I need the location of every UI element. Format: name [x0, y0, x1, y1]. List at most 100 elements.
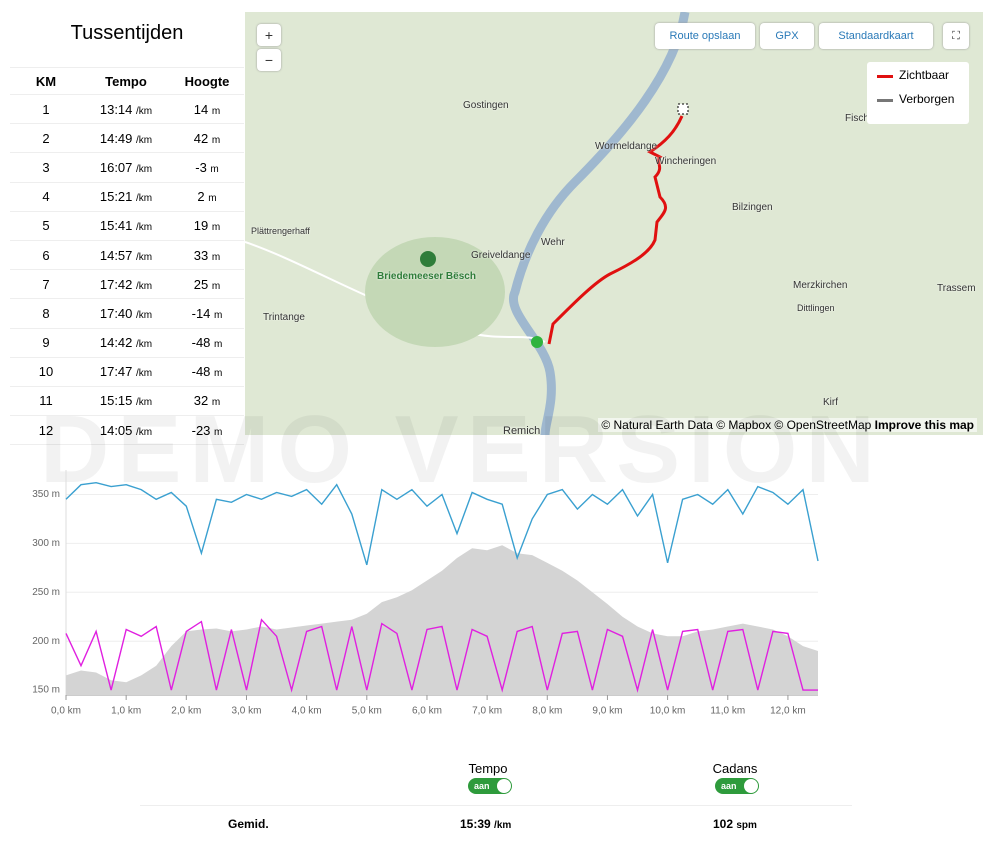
split-row: 6 14:57 /km 33 m — [10, 241, 244, 271]
height-cell: 33 m — [170, 248, 244, 263]
attribution-text: © Natural Earth Data © Mapbox © OpenStre… — [601, 418, 872, 432]
x-tick-label: 1,0 km — [111, 706, 141, 717]
tempo-cell: 17:40 /km — [82, 306, 170, 321]
split-row: 4 15:21 /km 2 m — [10, 183, 244, 212]
height-unit: m — [214, 309, 223, 321]
map-style-button[interactable]: Standaardkaart — [819, 23, 933, 49]
split-row: 8 17:40 /km -14 m — [10, 299, 244, 329]
map-graphics — [245, 12, 690, 435]
header-cell: KM — [35, 73, 57, 89]
height-cell: 19 m — [170, 218, 244, 233]
tempo-value: 14:42 — [99, 335, 133, 351]
x-tick-label: 10,0 km — [650, 706, 686, 717]
tempo-unit: /km — [136, 426, 153, 438]
height-unit: m — [208, 193, 217, 205]
tempo-value: 14:05 — [99, 422, 133, 438]
height-cell: -14 m — [170, 306, 244, 321]
avg-cadence: 102 spm — [713, 817, 757, 831]
y-tick-label: 300 m — [32, 538, 60, 549]
height-value: 33 — [193, 247, 209, 263]
tempo-unit: /km — [136, 105, 153, 117]
height-unit: m — [211, 397, 221, 409]
km-cell: 11 — [39, 393, 53, 409]
tempo-unit: /km — [136, 280, 153, 292]
tempo-cell: 17:47 /km — [82, 364, 170, 379]
split-row: 12 14:05 /km -23 m — [10, 416, 244, 446]
tempo-value: 17:47 — [99, 364, 133, 380]
tempo-cell: 15:41 /km — [82, 218, 170, 233]
legend-label: Verborgen — [899, 92, 955, 106]
tempo-value: 13:14 — [99, 101, 133, 117]
height-value: 14 — [193, 101, 209, 117]
tempo-value: 14:57 — [99, 247, 133, 263]
tempo-cell: 17:42 /km — [82, 277, 170, 292]
km-cell: 6 — [42, 247, 50, 263]
height-value: 19 — [193, 218, 209, 234]
place-label: Greiveldange — [471, 250, 531, 261]
place-label: Bilzingen — [732, 202, 773, 213]
x-tick-label: 5,0 km — [352, 706, 382, 717]
legend-swatch — [877, 75, 893, 78]
x-tick-label: 6,0 km — [412, 706, 442, 717]
tempo-toggle[interactable]: aan — [468, 778, 512, 794]
legend-swatch — [877, 99, 893, 102]
height-value: -14 — [191, 305, 211, 321]
x-tick-label: 9,0 km — [592, 706, 622, 717]
split-row: 7 17:42 /km 25 m — [10, 270, 244, 300]
value: 102 — [713, 817, 734, 831]
height-unit: m — [211, 222, 221, 234]
zoom-in[interactable]: + — [257, 24, 281, 46]
fullscreen-button[interactable]: ⛶ — [943, 23, 969, 49]
header-cell: Tempo — [105, 73, 147, 89]
river — [508, 12, 690, 435]
place-label: Fisch — [845, 113, 869, 124]
height-value: 42 — [193, 130, 209, 146]
height-unit: m — [214, 368, 223, 380]
tempo-value: 15:15 — [99, 393, 133, 409]
y-tick-label: 350 m — [32, 489, 60, 500]
route — [547, 115, 684, 345]
save-route-button[interactable]: Route opslaan — [655, 23, 755, 49]
gpx-button[interactable]: GPX — [760, 23, 814, 49]
x-tick-label: 2,0 km — [171, 706, 201, 717]
height-value: 32 — [193, 393, 209, 409]
place-label: Dittlingen — [797, 303, 835, 313]
split-row: 11 15:15 /km 32 m — [10, 387, 244, 417]
split-row: 10 17:47 /km -48 m — [10, 358, 244, 387]
height-unit: m — [211, 280, 221, 292]
height-cell: 25 m — [170, 277, 244, 292]
unit: spm — [736, 820, 757, 831]
tempo-unit: /km — [136, 193, 153, 205]
height-value: -23 — [191, 422, 211, 438]
split-row: 5 15:41 /km 19 m — [10, 212, 244, 241]
height-unit: m — [214, 339, 223, 351]
tempo-unit: /km — [136, 339, 153, 351]
km-cell: 4 — [42, 189, 50, 205]
height-cell: -48 m — [170, 364, 244, 379]
km-cell: 5 — [42, 218, 50, 234]
km-cell: 12 — [38, 422, 54, 438]
improve-link[interactable]: Improve this map — [874, 418, 974, 432]
place-label: Briedemeeser Bësch — [377, 271, 476, 282]
toggle-label: aan — [474, 781, 490, 791]
toggle-label: aan — [721, 781, 737, 791]
finish-marker — [677, 103, 689, 115]
tempo-cell: 15:21 /km — [82, 189, 170, 204]
tempo-unit: /km — [136, 251, 153, 263]
x-tick-label: 4,0 km — [292, 706, 322, 717]
cadence-toggle[interactable]: aan — [715, 778, 759, 794]
splits-rows: 1 13:14 /km 14 m 2 14:49 /km 42 m 3 16:07 /km -3… — [10, 95, 244, 446]
place-label: Merzkirchen — [793, 280, 848, 291]
value: 15:39 — [460, 817, 491, 831]
map[interactable]: Gostingen Wormeldange Wincheringen Fisch… — [245, 12, 983, 435]
split-row: 2 14:49 /km 42 m — [10, 124, 244, 154]
tempo-value: 15:21 — [99, 189, 133, 205]
zoom-out[interactable]: − — [257, 49, 281, 71]
forest-icon — [420, 251, 436, 267]
tempo-cell: 16:07 /km — [82, 160, 170, 175]
height-unit: m — [211, 105, 221, 117]
height-value: 2 — [197, 189, 205, 205]
place-label: Kirf — [823, 397, 838, 408]
summary-header: Tempo — [468, 761, 508, 776]
